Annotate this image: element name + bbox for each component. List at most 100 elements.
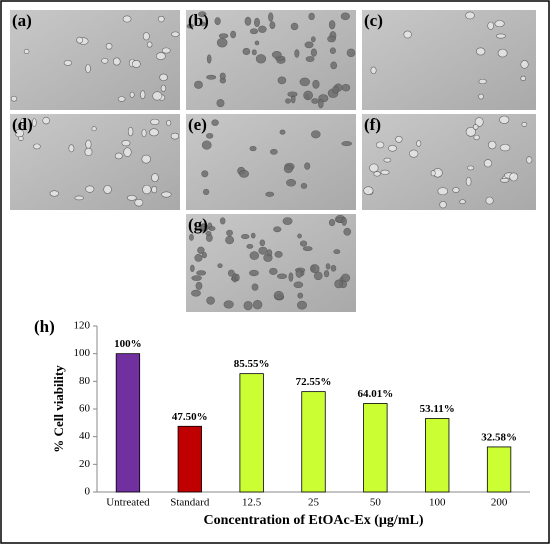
- cell: [305, 56, 315, 62]
- y-tick-label: 0: [85, 486, 91, 498]
- cell: [343, 227, 352, 236]
- cell: [10, 95, 18, 102]
- x-tick-label: 25: [308, 497, 320, 509]
- cell: [254, 40, 260, 46]
- bar: [177, 425, 202, 493]
- cell: [255, 54, 267, 64]
- cell: [194, 253, 203, 262]
- cell: [494, 20, 505, 28]
- cell: [466, 165, 475, 171]
- cell: [252, 300, 263, 310]
- cell: [311, 98, 319, 104]
- cell: [197, 246, 205, 254]
- cell: [416, 140, 422, 147]
- cell: [499, 143, 511, 152]
- cell: [293, 281, 304, 289]
- cell: [282, 217, 293, 225]
- cell: [310, 48, 317, 57]
- cell: [91, 126, 97, 132]
- cell: [190, 264, 195, 272]
- cell: [478, 78, 487, 85]
- cell: [151, 185, 158, 194]
- cell: [201, 140, 212, 150]
- cell: [465, 176, 472, 187]
- cell: [161, 191, 172, 198]
- cell: [299, 77, 310, 87]
- bar: [239, 373, 264, 493]
- cell: [258, 25, 267, 33]
- cell: [103, 185, 112, 194]
- cell: [205, 231, 212, 236]
- panel-label: (e): [188, 115, 207, 134]
- cell: [239, 169, 249, 178]
- cell: [409, 149, 419, 158]
- cell: [223, 300, 234, 309]
- cell: [76, 36, 84, 44]
- cell: [195, 281, 203, 290]
- cell: [273, 290, 284, 301]
- micrograph: [10, 10, 180, 110]
- cell: [276, 273, 287, 280]
- cell: [200, 223, 206, 231]
- cell: [269, 21, 276, 30]
- cell: [249, 269, 259, 277]
- cell: [191, 275, 202, 281]
- cell: [297, 300, 307, 310]
- cell: [85, 185, 95, 193]
- x-tick-label: Untreated: [106, 497, 150, 509]
- cell: [520, 75, 527, 81]
- y-tick-label: 20: [79, 458, 91, 470]
- cell: [297, 233, 302, 239]
- cell: [341, 141, 352, 146]
- cell: [201, 170, 209, 178]
- bar: [363, 403, 388, 493]
- cell: [171, 31, 180, 37]
- data-label: 72.55%: [296, 376, 332, 388]
- cell: [142, 32, 150, 41]
- cell: [334, 279, 343, 289]
- cell: [166, 120, 172, 126]
- cell: [218, 33, 229, 39]
- cell: [140, 90, 146, 100]
- cell: [369, 163, 379, 173]
- cell: [287, 91, 298, 98]
- cell: [18, 136, 24, 141]
- cell: [303, 90, 313, 101]
- cell: [500, 177, 510, 183]
- cell: [388, 144, 397, 152]
- cell: [159, 73, 168, 82]
- cell: [373, 171, 381, 177]
- cell: [131, 60, 141, 68]
- cell: [170, 132, 180, 140]
- cell: [155, 52, 166, 61]
- cell: [383, 157, 392, 163]
- cell: [129, 91, 135, 98]
- data-label: 47.50%: [172, 411, 208, 423]
- cell: [268, 12, 274, 22]
- cell: [196, 270, 207, 276]
- cell: [270, 148, 278, 155]
- micrograph: [362, 10, 536, 110]
- cell: [226, 229, 233, 237]
- cell: [430, 170, 436, 177]
- cell: [146, 41, 153, 48]
- cell: [20, 118, 26, 126]
- cell: [302, 246, 313, 251]
- cell: [318, 99, 324, 109]
- cell: [346, 48, 356, 58]
- cell: [487, 21, 494, 30]
- cell: [290, 22, 299, 31]
- x-tick-label: 50: [370, 497, 382, 509]
- cell: [127, 126, 134, 137]
- cell: [465, 11, 475, 20]
- cell: [141, 154, 151, 164]
- cell: [526, 156, 533, 164]
- cell: [206, 133, 214, 139]
- panel-label: (g): [188, 215, 208, 234]
- cell: [283, 164, 293, 174]
- y-tick-label: 40: [79, 430, 91, 442]
- y-tick-label: 60: [79, 403, 91, 415]
- y-tick-label: 120: [74, 320, 91, 332]
- cell: [206, 54, 212, 64]
